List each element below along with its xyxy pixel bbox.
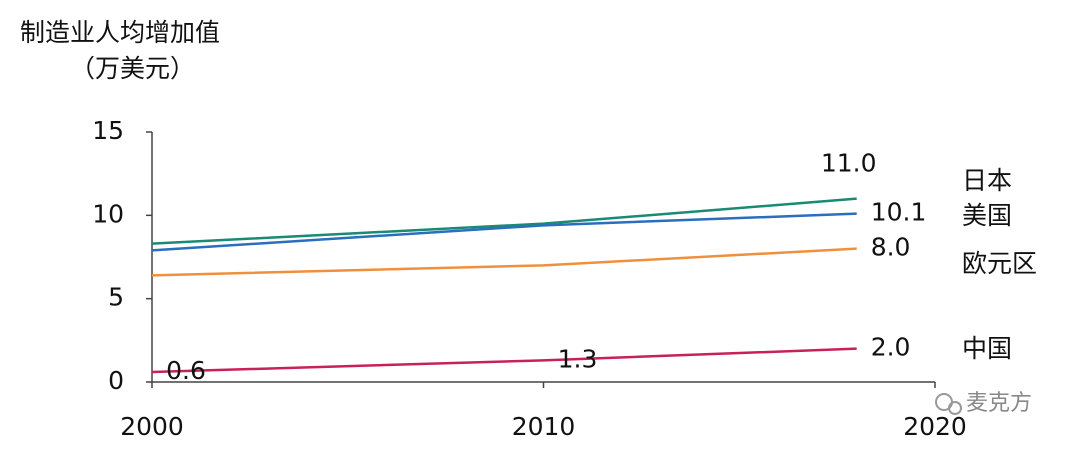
watermark-text: 麦克方 <box>966 391 1032 416</box>
value-label: 8.0 <box>871 233 911 262</box>
line <box>151 197 857 245</box>
series-label: 欧元区 <box>962 249 1037 278</box>
x-tick-label: 2000 <box>120 412 184 441</box>
series-label: 美国 <box>962 201 1012 230</box>
y-tick-label: 10 <box>92 199 124 228</box>
value-label: 0.6 <box>166 356 206 385</box>
line <box>151 247 857 277</box>
watermark: 麦克方 <box>935 391 1032 416</box>
chart-subtitle: （万美元） <box>70 54 195 83</box>
value-label: 10.1 <box>871 198 927 227</box>
line <box>151 347 857 374</box>
value-label: 11.0 <box>821 149 877 178</box>
value-label: 1.3 <box>558 344 598 373</box>
line <box>151 212 857 252</box>
y-tick-label: 0 <box>108 366 124 395</box>
y-tick-label: 15 <box>92 116 124 145</box>
x-tick-label: 2010 <box>512 412 576 441</box>
series-label: 中国 <box>962 334 1012 363</box>
value-label: 2.0 <box>871 333 911 362</box>
y-tick-label: 5 <box>108 283 124 312</box>
series-label: 日本 <box>962 166 1012 195</box>
chart-title: 制造业人均增加值 <box>20 18 220 47</box>
x-tick-label: 2020 <box>903 412 967 441</box>
watermark-icon <box>948 401 962 415</box>
